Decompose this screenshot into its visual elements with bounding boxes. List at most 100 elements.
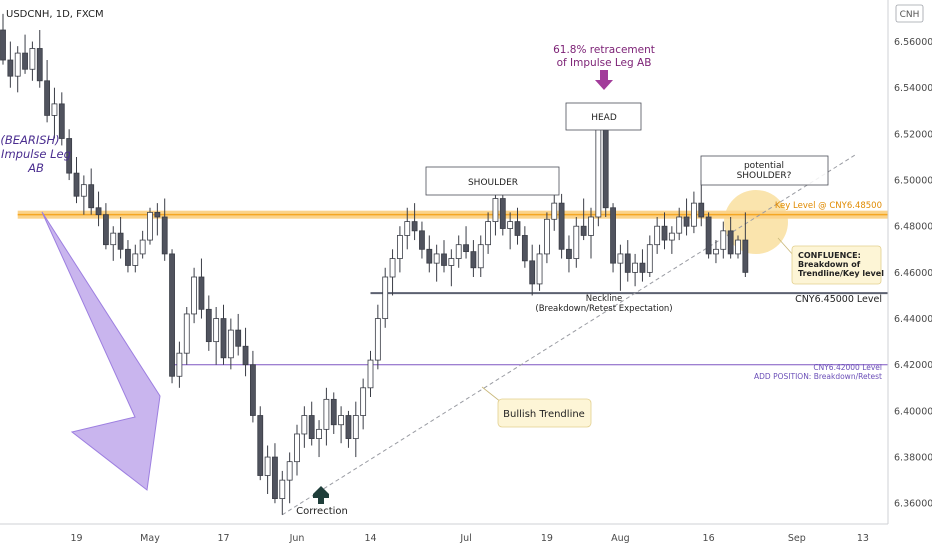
candle[interactable] (588, 207, 594, 259)
candle[interactable] (58, 92, 65, 146)
candle[interactable] (29, 41, 36, 81)
candle[interactable] (316, 420, 322, 458)
candle[interactable] (66, 129, 73, 181)
candle[interactable] (654, 216, 661, 254)
currency-tag-box[interactable] (895, 4, 924, 23)
candle[interactable] (433, 244, 440, 282)
candle[interactable] (213, 307, 220, 365)
candle[interactable] (95, 191, 102, 227)
candle[interactable] (389, 249, 396, 296)
candle[interactable] (294, 424, 300, 476)
candle[interactable] (742, 212, 749, 278)
candle[interactable] (610, 203, 616, 273)
candle[interactable] (36, 30, 43, 88)
candle[interactable] (169, 249, 175, 384)
bullish-trendline[interactable] (282, 154, 856, 516)
candle[interactable] (257, 406, 264, 481)
candle[interactable] (735, 235, 741, 259)
candle[interactable] (286, 452, 293, 504)
candle[interactable] (352, 401, 359, 458)
candle[interactable] (683, 198, 690, 236)
candle[interactable] (323, 387, 330, 446)
candle[interactable] (374, 304, 381, 370)
candle[interactable] (264, 445, 271, 494)
candle[interactable] (521, 226, 528, 268)
candle[interactable] (301, 406, 308, 448)
candle[interactable] (0, 13, 6, 65)
candle[interactable] (235, 313, 242, 356)
candle[interactable] (411, 203, 418, 241)
candle[interactable] (514, 207, 521, 245)
candle[interactable] (205, 295, 212, 351)
candle[interactable] (646, 235, 653, 278)
candle[interactable] (404, 207, 411, 250)
candle[interactable] (463, 226, 469, 259)
candle[interactable] (330, 392, 337, 434)
candle[interactable] (191, 267, 198, 324)
candle[interactable] (448, 249, 455, 287)
candle[interactable] (419, 221, 425, 259)
candle[interactable] (7, 41, 14, 88)
candle[interactable] (624, 240, 631, 282)
candle[interactable] (338, 406, 345, 444)
candle[interactable] (566, 235, 572, 273)
candle[interactable] (176, 341, 183, 388)
candle[interactable] (139, 230, 146, 259)
candle[interactable] (632, 253, 638, 287)
candle[interactable] (154, 203, 161, 236)
candle[interactable] (14, 46, 21, 93)
candle[interactable] (117, 216, 124, 259)
candle[interactable] (426, 235, 433, 273)
candle[interactable] (595, 120, 602, 227)
candle[interactable] (602, 115, 609, 217)
candle[interactable] (161, 198, 168, 261)
candle[interactable] (345, 410, 352, 448)
candle[interactable] (125, 240, 131, 273)
candle[interactable] (367, 350, 374, 398)
time-axis[interactable]: 19 May 17 Jun 14 Jul 19 Aug 16 Sep 13 (70, 533, 869, 544)
candle[interactable] (132, 244, 139, 273)
candle[interactable] (477, 235, 484, 278)
candle[interactable] (396, 226, 403, 273)
candle[interactable] (147, 207, 153, 245)
candle[interactable] (661, 212, 668, 250)
candle[interactable] (573, 216, 580, 268)
candle[interactable] (220, 304, 227, 365)
candle[interactable] (279, 470, 286, 515)
candle[interactable] (639, 249, 646, 282)
candle[interactable] (551, 189, 558, 231)
candle[interactable] (544, 212, 550, 264)
candle[interactable] (492, 191, 499, 236)
candle[interactable] (308, 401, 315, 446)
candle[interactable] (183, 307, 190, 365)
candle[interactable] (536, 244, 543, 291)
candle[interactable] (51, 87, 58, 139)
candle[interactable] (73, 156, 80, 204)
candle[interactable] (617, 244, 624, 291)
candle[interactable] (441, 240, 447, 273)
candle[interactable] (80, 175, 87, 215)
candle[interactable] (44, 60, 50, 123)
candle[interactable] (705, 212, 712, 259)
candle[interactable] (103, 203, 109, 250)
candle[interactable] (382, 267, 389, 328)
candle[interactable] (698, 180, 705, 227)
candle[interactable] (485, 212, 492, 254)
candle[interactable] (507, 212, 514, 250)
candle[interactable] (713, 240, 719, 264)
candle[interactable] (691, 191, 697, 234)
candle[interactable] (720, 221, 727, 259)
candle[interactable] (727, 216, 734, 259)
candle[interactable] (455, 235, 462, 268)
candle[interactable] (558, 193, 565, 259)
candle[interactable] (198, 258, 205, 319)
candle[interactable] (668, 226, 675, 254)
candle[interactable] (580, 198, 587, 241)
candle[interactable] (360, 378, 367, 430)
candle[interactable] (249, 350, 256, 423)
price-axis[interactable]: 6.56000 6.54000 6.52000 6.50000 6.48000 6.460… (894, 37, 932, 510)
candle[interactable] (470, 240, 477, 278)
candle[interactable] (227, 318, 234, 370)
candle[interactable] (88, 168, 95, 215)
candle[interactable] (22, 34, 28, 74)
